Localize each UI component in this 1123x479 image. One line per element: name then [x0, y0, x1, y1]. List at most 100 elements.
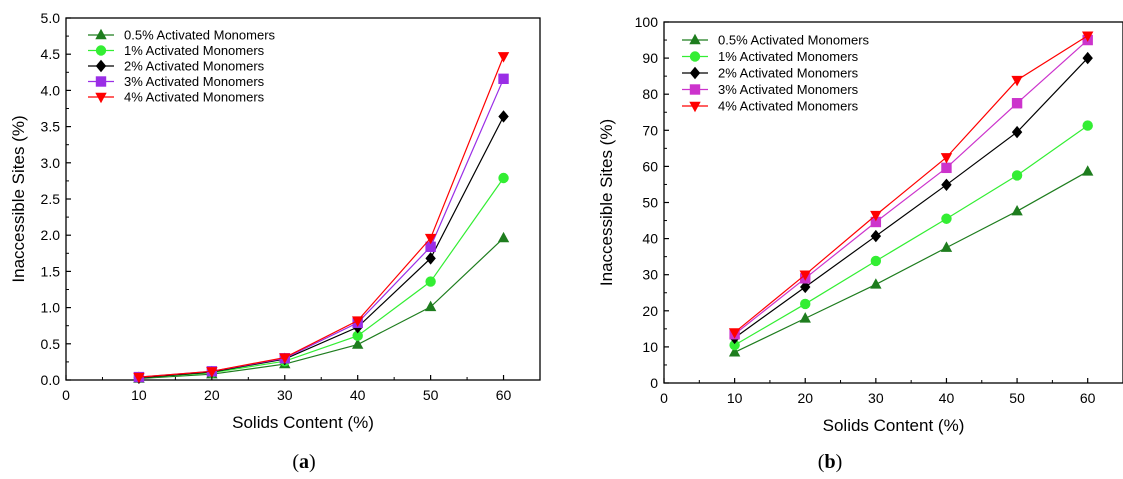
legend-label: 2% Activated Monomers [718, 66, 859, 81]
legend-marker [95, 76, 107, 87]
data-point [279, 353, 291, 364]
y-tick-label: 5.0 [41, 10, 61, 26]
series-1 [133, 231, 510, 383]
data-point [1011, 125, 1023, 139]
data-point [497, 52, 510, 63]
data-point [870, 278, 882, 289]
legend-marker [689, 51, 701, 62]
legend-marker [689, 84, 701, 95]
series-line [138, 177, 505, 379]
y-tick-label: 2.0 [41, 227, 61, 243]
panel-label: (b) [818, 451, 842, 473]
legend-label: 4% Activated Monomers [718, 99, 859, 114]
y-tick-label: 4.5 [41, 46, 61, 62]
data-point [1082, 120, 1093, 131]
data-point [424, 233, 437, 245]
data-point [1081, 31, 1094, 42]
y-tick-label: 0 [650, 375, 658, 391]
series-5 [728, 31, 1094, 339]
data-point [729, 339, 740, 351]
data-point [498, 172, 509, 184]
data-point [940, 241, 953, 252]
data-point [728, 328, 741, 339]
data-point [1011, 170, 1023, 181]
x-tick-label: 0 [62, 387, 70, 403]
data-point [941, 178, 952, 192]
data-point [1011, 98, 1023, 109]
x-tick-label: 60 [1080, 390, 1096, 406]
data-point [352, 330, 363, 342]
legend-marker [689, 66, 701, 80]
x-tick-label: 50 [423, 387, 439, 403]
data-point [870, 255, 882, 267]
y-tick-label: 3.5 [41, 119, 61, 135]
x-tick-label: 10 [131, 387, 147, 403]
x-axis-label: Solids Content (%) [823, 416, 965, 435]
legend-label: 2% Activated Monomers [124, 59, 265, 74]
data-point [870, 216, 882, 228]
series-2 [729, 120, 1093, 351]
x-tick-label: 40 [350, 387, 366, 403]
series-line [734, 170, 1088, 353]
data-point [870, 210, 882, 222]
data-point [799, 270, 811, 281]
x-tick-label: 60 [496, 387, 512, 403]
y-tick-label: 30 [642, 267, 658, 283]
x-tick-label: 10 [727, 390, 743, 406]
data-point [1011, 75, 1023, 87]
data-point [800, 298, 811, 310]
series-line [138, 237, 504, 380]
legend-label: 3% Activated Monomers [124, 74, 265, 89]
series-4 [133, 73, 509, 383]
x-tick-label: 40 [939, 390, 955, 406]
series-5 [133, 52, 510, 384]
legend-label: 0.5% Activated Monomers [718, 33, 870, 48]
y-tick-label: 70 [642, 122, 658, 138]
y-tick-label: 60 [642, 158, 658, 174]
legend-marker [95, 92, 107, 104]
legend-label: 0.5% Activated Monomers [124, 28, 276, 43]
y-tick-label: 1.0 [41, 300, 61, 316]
series-line [138, 56, 505, 378]
series-3 [133, 110, 509, 385]
data-point [940, 153, 953, 164]
y-tick-label: 0.5 [41, 336, 61, 352]
data-point [424, 300, 437, 312]
data-point [941, 213, 952, 224]
data-point [728, 346, 741, 357]
y-tick-label: 2.5 [41, 191, 61, 207]
legend-marker [95, 59, 107, 73]
x-tick-label: 30 [868, 390, 884, 406]
legend-marker [689, 33, 701, 45]
series-line [138, 78, 505, 378]
data-point [351, 316, 364, 327]
x-tick-label: 20 [797, 390, 813, 406]
chart-a: 0 10 20 30 40 50 60 0.0 0.5 1.0 1.5 2.0 2.5 3.0 3.5 4.0… [9, 10, 541, 473]
y-tick-label: 10 [642, 339, 658, 355]
data-point [1011, 204, 1023, 216]
y-tick-label: 80 [642, 86, 658, 102]
legend-marker [689, 101, 701, 113]
data-point [941, 162, 952, 174]
series-line [734, 39, 1089, 335]
panel-label: (a) [292, 451, 315, 473]
y-tick-label: 4.0 [41, 82, 61, 98]
data-point [425, 276, 436, 287]
y-tick-label: 0.0 [41, 372, 61, 388]
series-2 [133, 172, 509, 384]
series-line [734, 125, 1089, 346]
series-4 [729, 34, 1093, 340]
series-line [734, 57, 1089, 339]
chart-b: 0 10 20 30 40 50 60 0 10 20 30 40 50 60 70 80 90 100 Solid… [597, 14, 1123, 473]
legend-label: 4% Activated Monomers [124, 90, 265, 105]
y-axis-label: Inaccessible Sites (%) [9, 115, 28, 282]
data-point [425, 241, 436, 252]
x-tick-label: 0 [660, 390, 668, 406]
data-point [799, 312, 811, 323]
legend-marker [95, 45, 107, 56]
legend-label: 1% Activated Monomers [718, 49, 859, 64]
data-point [870, 229, 882, 243]
